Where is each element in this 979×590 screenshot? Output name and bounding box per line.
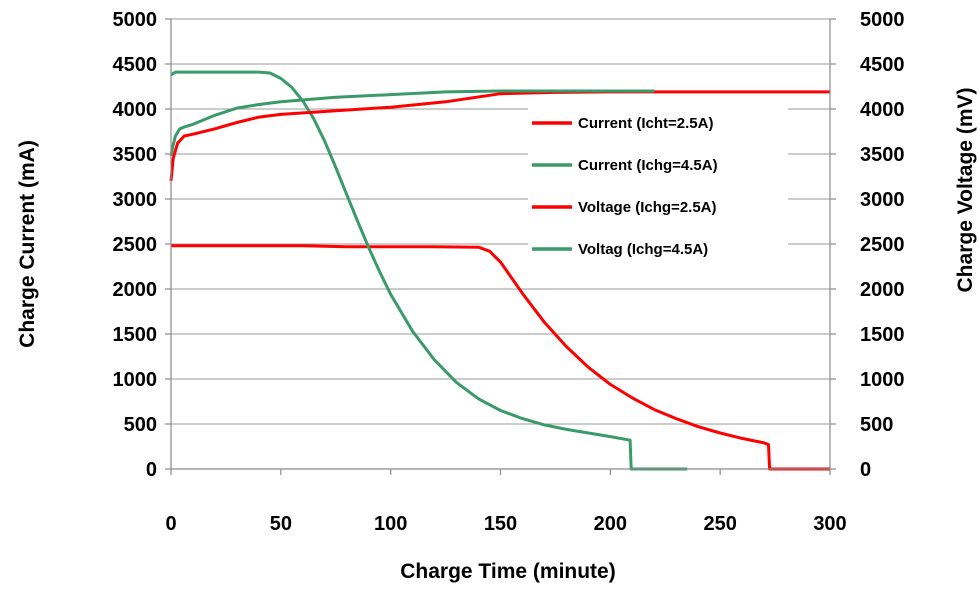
gridlines	[171, 18, 830, 470]
right-y-tick-label: 5000	[860, 9, 905, 31]
left-y-tick-label: 4000	[113, 99, 158, 121]
left-y-tick-labels: 0 500 1000 1500 2000 2500 3000 3500 4000 4500 5000	[113, 9, 158, 481]
x-axis-title: Charge Time (minute)	[400, 560, 615, 583]
series-line-2	[170, 70, 688, 471]
axes	[165, 18, 836, 475]
right-y-tick-labels: 0 500 1000 1500 2000 2500 3000 3500 4000 4500 5000	[860, 9, 905, 481]
right-y-tick-label: 3000	[860, 189, 905, 211]
series-line-3	[169, 90, 830, 182]
right-y-tick-label: 2500	[860, 234, 905, 256]
x-tick-label: 200	[594, 513, 627, 535]
right-y-tick-label: 0	[860, 459, 871, 481]
right-y-tick-label: 1000	[860, 369, 905, 391]
left-y-tick-label: 500	[124, 414, 157, 436]
left-y-axis-title: Charge Current (mA)	[16, 140, 39, 348]
left-y-tick-label: 1500	[113, 324, 158, 346]
left-y-tick-label: 4500	[113, 54, 158, 76]
x-tick-label: 100	[374, 513, 407, 535]
left-y-tick-label: 5000	[113, 9, 158, 31]
legend-label-1: Current (Icht=2.5A)	[578, 115, 713, 132]
left-y-tick-label: 1000	[113, 369, 158, 391]
left-y-tick-label: 0	[146, 459, 157, 481]
x-tick-labels: 0 50 100 150 200 250 300	[165, 513, 846, 535]
x-tick-label: 0	[165, 513, 176, 535]
x-tick-label: 50	[270, 513, 292, 535]
right-y-tick-label: 500	[860, 414, 893, 436]
left-y-tick-label: 3500	[113, 144, 158, 166]
x-tick-label: 150	[484, 513, 517, 535]
series-lines	[169, 70, 830, 471]
legend-label-2: Current (Ichg=4.5A)	[578, 157, 718, 174]
legend-label-3: Voltage (Ichg=2.5A)	[578, 199, 717, 216]
left-y-tick-label: 2500	[113, 234, 158, 256]
right-y-tick-label: 1500	[860, 324, 905, 346]
legend-label-4: Voltag (Ichg=4.5A)	[578, 241, 708, 258]
right-y-axis-title: Charge Voltage (mV)	[954, 88, 977, 293]
legend: Current (Icht=2.5A) Current (Ichg=4.5A) Vo…	[532, 115, 718, 258]
series-line-1	[171, 244, 830, 471]
right-y-tick-label: 2000	[860, 279, 905, 301]
series-line-4	[169, 89, 655, 157]
left-y-tick-label: 2000	[113, 279, 158, 301]
right-y-tick-label: 4500	[860, 54, 905, 76]
right-y-tick-label: 4000	[860, 99, 905, 121]
left-y-tick-label: 3000	[113, 189, 158, 211]
right-y-tick-label: 3500	[860, 144, 905, 166]
x-tick-label: 250	[703, 513, 736, 535]
x-tick-label: 300	[813, 513, 846, 535]
